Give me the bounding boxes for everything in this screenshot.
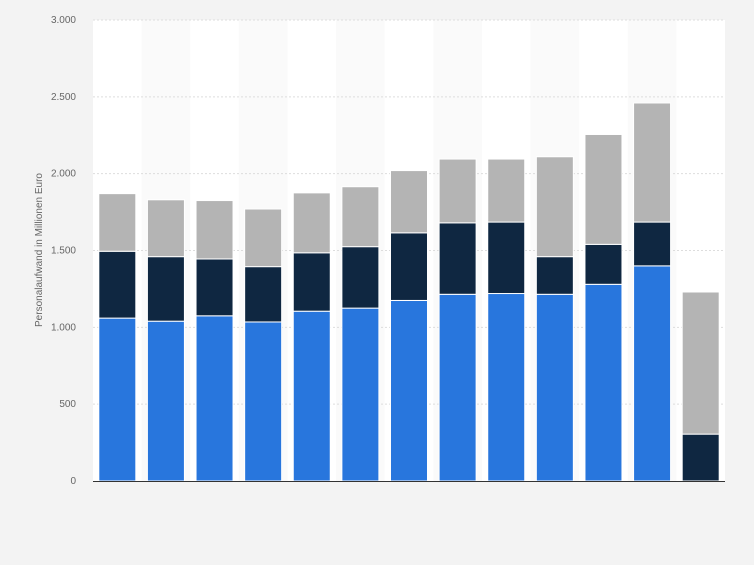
bar-segment[interactable] xyxy=(341,246,380,309)
bar-segment[interactable] xyxy=(633,102,672,223)
bar-segment[interactable] xyxy=(146,256,185,322)
bar-segment[interactable] xyxy=(438,293,477,482)
bar-segment[interactable] xyxy=(292,252,331,312)
bar-segment[interactable] xyxy=(584,243,623,285)
y-tick-label: 0 xyxy=(70,476,76,487)
y-axis-title: Personalaufwand in Millionen Euro xyxy=(34,173,45,327)
bar-segment[interactable] xyxy=(633,265,672,482)
bar-segment[interactable] xyxy=(390,299,428,482)
bar-segment[interactable] xyxy=(146,199,185,258)
bar-segment[interactable] xyxy=(244,266,283,323)
bar-segment[interactable] xyxy=(244,321,283,482)
bar-segment[interactable] xyxy=(341,186,380,248)
bar-segment[interactable] xyxy=(487,221,526,295)
bar-segment[interactable] xyxy=(98,193,137,252)
bar-segment[interactable] xyxy=(487,158,526,223)
y-tick-label: 3.000 xyxy=(51,15,76,26)
bars xyxy=(98,102,720,482)
bar-segment[interactable] xyxy=(98,317,137,482)
bar-segment[interactable] xyxy=(535,156,574,258)
y-tick-label: 1.000 xyxy=(51,322,76,333)
bar-segment[interactable] xyxy=(535,293,574,482)
bar-segment[interactable] xyxy=(390,170,428,234)
bar-segment[interactable] xyxy=(292,310,331,482)
bar-segment[interactable] xyxy=(244,208,283,268)
bar-segment[interactable] xyxy=(195,200,234,260)
bar-segment[interactable] xyxy=(487,293,526,482)
bar-segment[interactable] xyxy=(195,315,234,482)
y-tick-label: 2.500 xyxy=(51,92,76,103)
bar-segment[interactable] xyxy=(341,307,380,482)
bar-segment[interactable] xyxy=(292,192,331,254)
y-tick-label: 500 xyxy=(59,399,76,410)
bar-segment[interactable] xyxy=(584,283,623,482)
bar-segment[interactable] xyxy=(633,221,672,267)
y-tick-label: 2.000 xyxy=(51,169,76,180)
bar-segment[interactable] xyxy=(681,291,720,435)
bar-segment[interactable] xyxy=(146,320,185,482)
bar-segment[interactable] xyxy=(438,222,477,295)
bar-segment[interactable] xyxy=(390,232,428,301)
bar-segment[interactable] xyxy=(98,250,137,319)
bar-segment[interactable] xyxy=(535,256,574,295)
bar-segment[interactable] xyxy=(195,258,234,317)
bar-segment[interactable] xyxy=(681,433,720,482)
bar-segment[interactable] xyxy=(438,158,477,224)
y-tick-label: 1.500 xyxy=(51,246,76,257)
bar-segment[interactable] xyxy=(584,133,623,245)
